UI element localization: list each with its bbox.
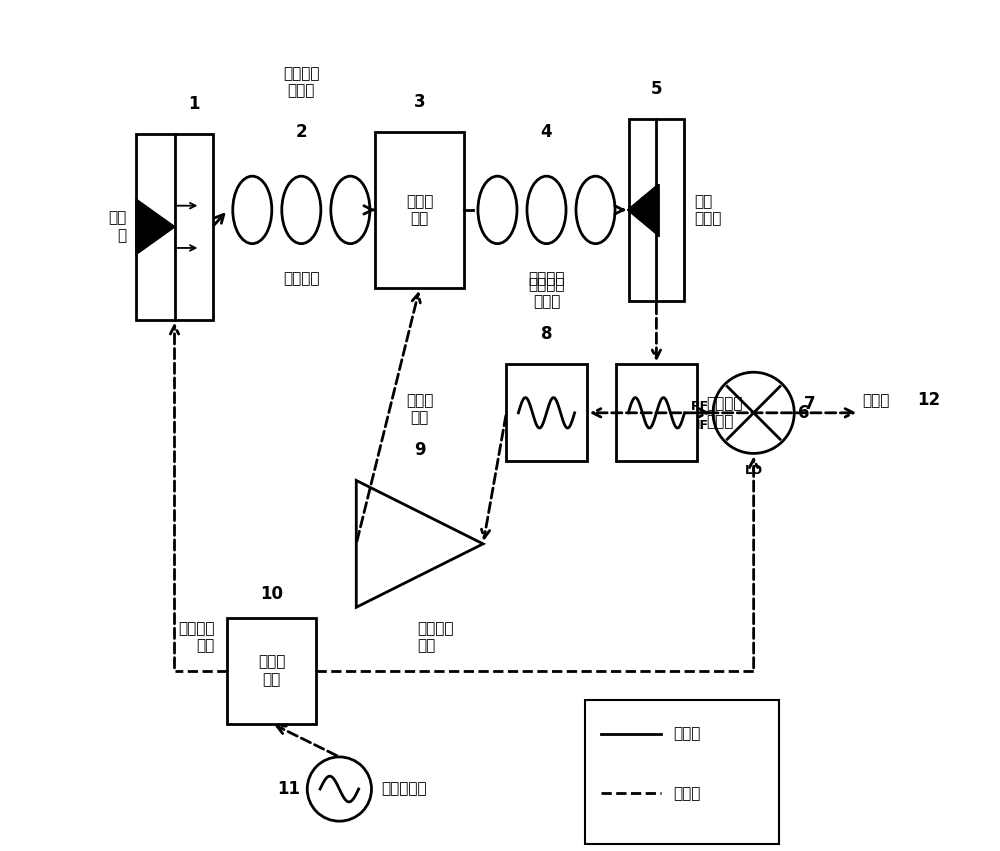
Text: 光电
探测器: 光电 探测器 xyxy=(694,194,721,226)
Text: 第二本振
信号: 第二本振 信号 xyxy=(418,620,454,653)
Text: 12: 12 xyxy=(917,391,940,408)
Bar xyxy=(585,700,779,844)
Bar xyxy=(616,364,697,461)
Text: 保偏光纤: 保偏光纤 xyxy=(283,271,320,286)
Text: 6: 6 xyxy=(798,404,810,422)
Bar xyxy=(375,132,464,288)
Text: 9: 9 xyxy=(414,442,425,460)
Text: 电光调
制器: 电光调 制器 xyxy=(406,194,433,226)
Text: 中频放
大器: 中频放 大器 xyxy=(406,393,433,426)
Bar xyxy=(227,618,316,723)
Text: IF: IF xyxy=(696,419,709,432)
Text: 第一本振
信号: 第一本振 信号 xyxy=(178,620,215,653)
Text: 1: 1 xyxy=(188,94,199,112)
Text: 单模光纤: 单模光纤 xyxy=(528,271,565,286)
Bar xyxy=(136,134,213,320)
Text: 7: 7 xyxy=(804,396,816,414)
Text: 微波功
分器: 微波功 分器 xyxy=(258,654,285,687)
Text: 频谱仪: 频谱仪 xyxy=(862,394,889,408)
Polygon shape xyxy=(136,199,175,254)
Text: 2: 2 xyxy=(296,123,307,140)
Bar xyxy=(506,364,587,461)
Text: LO: LO xyxy=(745,464,763,477)
Text: 电通路: 电通路 xyxy=(673,785,701,801)
Text: 激光
器: 激光 器 xyxy=(108,210,126,243)
Text: 光通路: 光通路 xyxy=(673,727,701,741)
Text: 5: 5 xyxy=(651,80,662,98)
Bar xyxy=(629,119,684,300)
Text: 微波带通
滤波器: 微波带通 滤波器 xyxy=(707,397,743,429)
Text: RF: RF xyxy=(691,400,709,413)
Text: 3: 3 xyxy=(414,93,425,111)
Polygon shape xyxy=(627,185,658,235)
Text: 第一调制
光信号: 第一调制 光信号 xyxy=(283,66,320,99)
Text: 8: 8 xyxy=(541,325,552,343)
Text: 本振信号源: 本振信号源 xyxy=(382,781,427,797)
Text: 11: 11 xyxy=(277,780,300,798)
Text: 10: 10 xyxy=(260,585,283,603)
Text: 4: 4 xyxy=(541,123,552,140)
Text: 中频带通
滤波器: 中频带通 滤波器 xyxy=(528,277,565,309)
